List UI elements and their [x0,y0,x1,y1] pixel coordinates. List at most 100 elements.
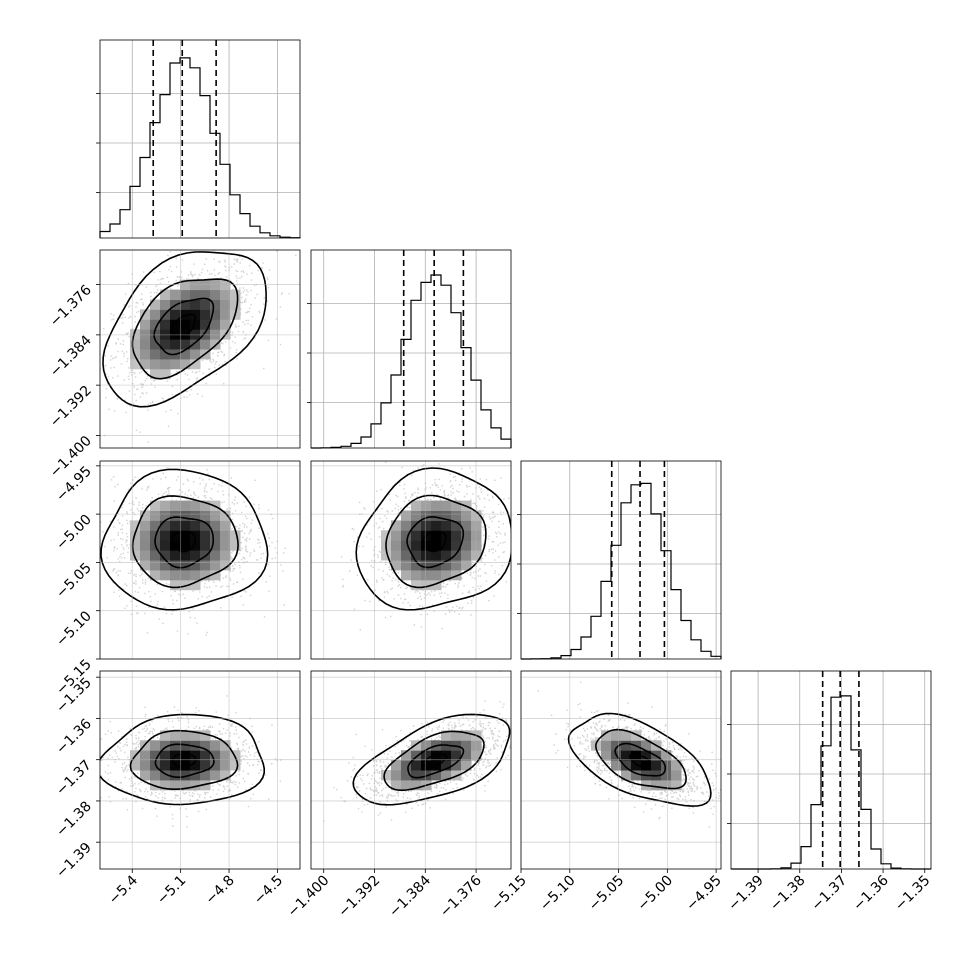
panel-frame [99,249,301,449]
density-cell [160,740,171,751]
density-cell [150,349,161,360]
contour-level-3 [100,713,265,806]
density-cell [661,750,672,761]
x-tick-label: −1.36 [850,872,892,914]
y-tick-label: −1.37 [53,757,95,799]
density-cell [621,760,632,771]
density-cell [180,540,191,551]
density-cell [180,770,191,781]
density-cell [150,339,161,350]
density-cell [441,540,452,551]
density-cell [461,540,472,551]
density-cell [210,319,221,330]
density-cell [391,760,402,771]
density-cell [180,309,191,320]
density-cell [160,550,171,561]
contour-level-2 [129,729,239,790]
density-cell [451,760,462,771]
x-tick-label: −5.00 [634,873,676,915]
density-cell [150,500,161,511]
density-cell [150,368,161,380]
hist-panel-2 [517,460,722,660]
contour-level-3 [567,712,712,807]
density-cell [461,520,472,531]
contour-level-1 [153,297,215,356]
density-cell [180,730,191,741]
density-cell [421,500,432,511]
density-cell [210,299,221,310]
density-cell [190,579,201,591]
contour-level-0 [171,753,197,769]
density-cell [200,289,211,300]
density-cell [421,520,432,531]
density-cell [611,760,622,771]
density-cell [411,740,422,751]
density-cell [621,750,632,761]
density-cell [190,500,201,511]
density-cell [180,349,191,360]
density-cell [441,760,452,771]
density-cell [180,760,191,771]
density-cell [190,289,201,300]
x-tick-label: −1.384 [386,872,434,920]
density-cell [391,550,402,561]
density-cell [190,309,201,320]
density-cell [441,550,452,561]
density-cell [170,779,181,791]
density-cell [210,569,221,581]
density-cell [140,750,151,761]
y-tick-label: −1.39 [53,840,95,882]
density-cell [160,299,171,310]
density-cell [391,779,402,791]
density-cell [621,770,632,781]
density-cell [381,530,392,541]
density-cell [411,779,422,791]
density-cell [210,760,221,771]
density-cell [150,560,161,571]
density-cell [401,560,412,571]
contour-level-3 [102,251,267,408]
density-cell [641,750,652,761]
density-cell [190,299,201,310]
density-cell [170,510,181,521]
density-cell [461,750,472,761]
density-cell [170,560,181,571]
density-cell [451,770,462,781]
density-cell [170,770,181,781]
density-cell [170,339,181,350]
density-cell [391,520,402,531]
density-cell [140,550,151,561]
density-cell [200,560,211,571]
density-cell [651,760,662,771]
density-cell [200,750,211,761]
density-cell [160,349,171,360]
density-cell [190,740,201,751]
density-cell [411,770,422,781]
contour-level-2 [385,494,487,589]
density-cell [190,779,201,791]
density-cell [150,309,161,320]
x-tick-label: −1.376 [437,872,485,920]
density-cell [431,530,442,541]
density-cell [190,329,201,340]
density-cell [200,299,211,310]
density-cell [451,750,462,761]
density-cell [421,550,432,561]
scatter-panel-3-1 [310,670,512,870]
x-tick-label: −1.39 [725,873,767,915]
density-cell [150,329,161,340]
density-cell [220,520,231,531]
density-cell [441,730,452,741]
density-cell [180,358,191,370]
x-tick-label: −5.05 [586,873,628,915]
density-cell [180,339,191,350]
density-cell [441,569,452,581]
density-cell [671,770,682,781]
density-cell [190,349,201,360]
density-cell [160,358,171,370]
x-tick-label: −4.8 [202,873,237,908]
contour-level-2 [131,278,239,380]
density-cell [230,530,241,541]
density-cell [220,550,231,561]
